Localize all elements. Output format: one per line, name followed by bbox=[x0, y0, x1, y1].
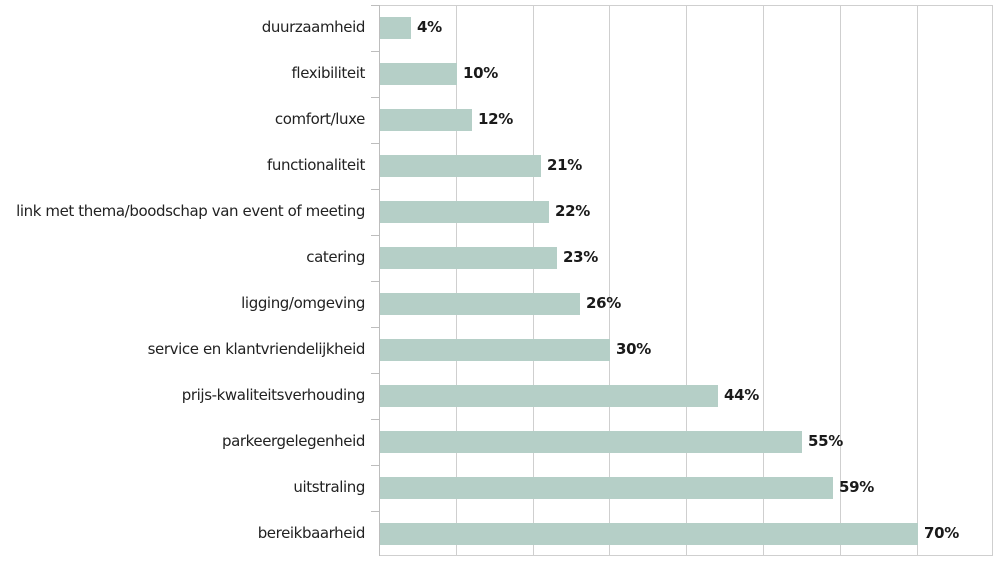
value-label: 55% bbox=[808, 432, 844, 450]
gridline bbox=[686, 5, 687, 556]
category-label: prijs-kwaliteitsverhouding bbox=[181, 386, 366, 404]
value-label: 26% bbox=[586, 294, 622, 312]
bar bbox=[380, 201, 549, 223]
bar bbox=[380, 293, 580, 315]
axis-tick bbox=[371, 5, 379, 6]
y-axis-line bbox=[379, 5, 380, 556]
category-label: link met thema/boodschap van event of me… bbox=[16, 202, 365, 220]
bar bbox=[380, 109, 472, 131]
value-label: 70% bbox=[924, 524, 960, 542]
bar bbox=[380, 477, 833, 499]
axis-tick bbox=[371, 419, 379, 420]
bar bbox=[380, 17, 411, 39]
value-label: 23% bbox=[563, 248, 599, 266]
value-label: 44% bbox=[724, 386, 760, 404]
category-label: bereikbaarheid bbox=[257, 524, 366, 542]
value-label: 10% bbox=[463, 64, 499, 82]
bar bbox=[380, 339, 610, 361]
axis-tick bbox=[371, 143, 379, 144]
category-label: functionaliteit bbox=[267, 156, 365, 174]
axis-tick bbox=[371, 235, 379, 236]
value-label: 12% bbox=[478, 110, 514, 128]
value-label: 21% bbox=[547, 156, 583, 174]
axis-tick bbox=[371, 51, 379, 52]
axis-tick bbox=[371, 511, 379, 512]
category-label: comfort/luxe bbox=[274, 110, 366, 128]
axis-tick bbox=[371, 327, 379, 328]
axis-tick bbox=[371, 281, 379, 282]
axis-tick bbox=[371, 189, 379, 190]
gridline bbox=[533, 5, 534, 556]
category-label: service en klantvriendelijkheid bbox=[147, 340, 366, 358]
bar bbox=[380, 63, 457, 85]
axis-tick bbox=[371, 465, 379, 466]
gridline bbox=[840, 5, 841, 556]
bar bbox=[380, 523, 918, 545]
value-label: 59% bbox=[839, 478, 875, 496]
category-label: parkeergelegenheid bbox=[221, 432, 365, 450]
gridline bbox=[456, 5, 457, 556]
gridline bbox=[917, 5, 918, 556]
value-label: 22% bbox=[555, 202, 591, 220]
category-label: catering bbox=[306, 248, 365, 266]
axis-tick bbox=[371, 97, 379, 98]
value-label: 30% bbox=[616, 340, 652, 358]
gridline bbox=[763, 5, 764, 556]
bar bbox=[380, 155, 541, 177]
gridline bbox=[609, 5, 610, 556]
bar bbox=[380, 385, 718, 407]
axis-tick bbox=[371, 373, 379, 374]
bar bbox=[380, 247, 557, 269]
category-label: ligging/omgeving bbox=[241, 294, 365, 312]
category-label: uitstraling bbox=[293, 478, 365, 496]
category-label: flexibiliteit bbox=[291, 64, 366, 82]
value-label: 4% bbox=[417, 18, 442, 36]
bar bbox=[380, 431, 802, 453]
category-label: duurzaamheid bbox=[261, 18, 366, 36]
